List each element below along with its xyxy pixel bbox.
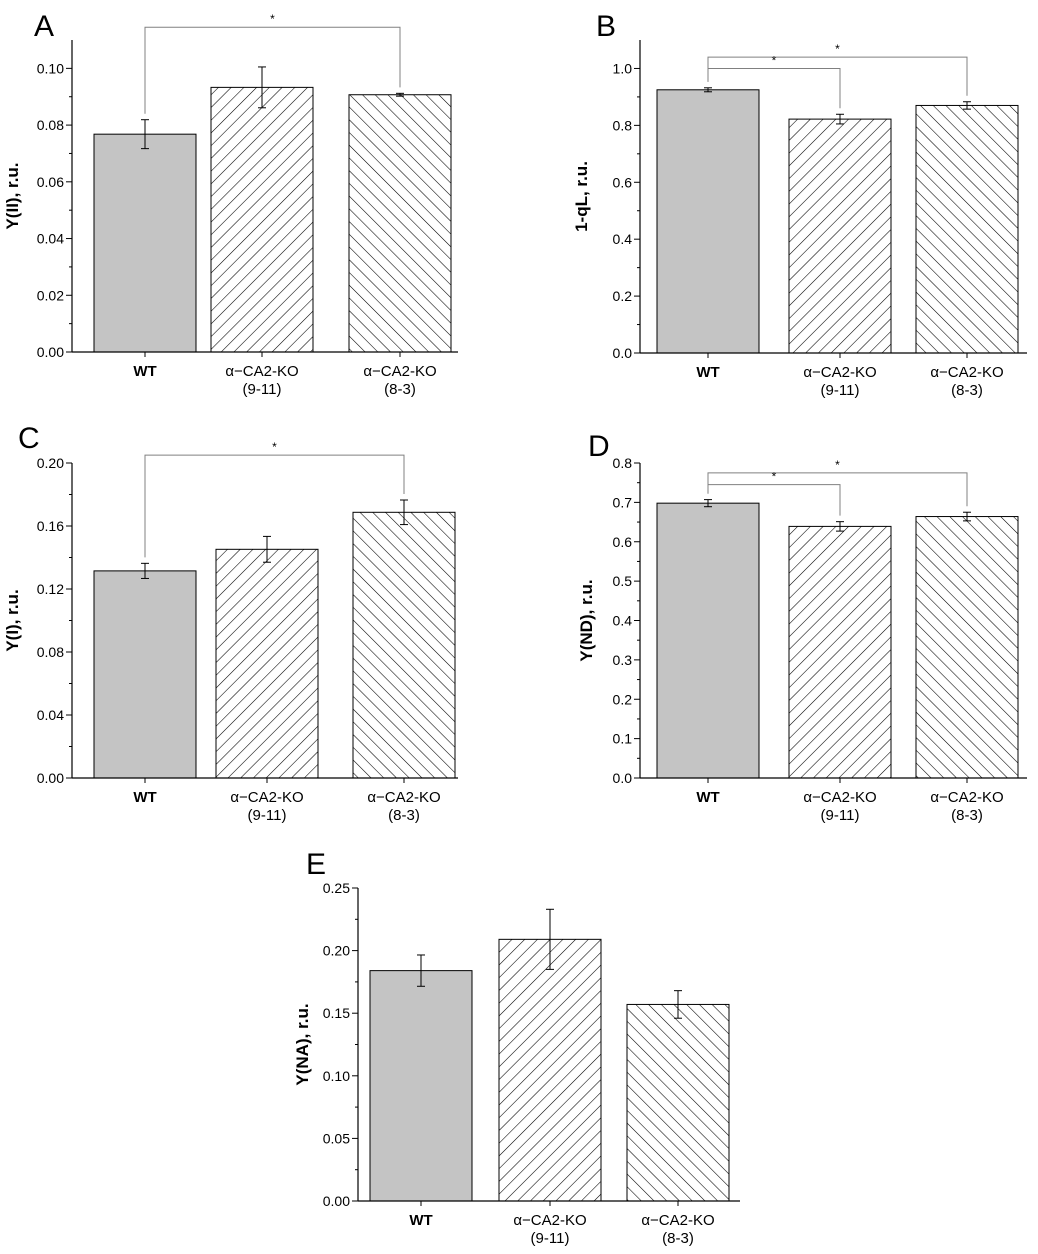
x-tick-label: (9-11) — [821, 807, 860, 824]
y-tick-label: 0.6 — [613, 534, 633, 550]
bar — [915, 516, 1019, 779]
y-axis-label: Y(II), r.u. — [3, 162, 22, 229]
y-tick-label: 0.12 — [37, 581, 64, 597]
x-tick-label: (8-3) — [662, 1230, 694, 1247]
x-tick-label: α−CA2-KO — [803, 364, 876, 381]
y-tick-label: 1.0 — [613, 60, 633, 76]
y-tick-label: 0.20 — [323, 943, 350, 959]
y-tick-label: 0.0 — [613, 770, 633, 786]
y-tick-label: 0.20 — [37, 455, 64, 471]
significance-star: * — [835, 458, 840, 472]
x-tick-label: (9-11) — [531, 1230, 570, 1247]
chart-panel-c: C Y(I), r.u. 0.00 0.04 0.08 0.12 0.16 0.20 WT α−C… — [3, 422, 458, 824]
y-tick-label: 0.08 — [37, 117, 64, 133]
y-tick-label: 0.8 — [613, 455, 633, 471]
y-axis-label: Y(I), r.u. — [3, 589, 22, 651]
y-tick-label: 0.16 — [37, 518, 64, 534]
x-tick-label: (9-11) — [243, 381, 282, 398]
x-tick-label: WT — [696, 789, 719, 806]
chart-panel-b: B1-qL, r.u.0.00.20.40.60.81.0WT α−CA2-KO(… — [572, 10, 1027, 399]
x-tick-label: α−CA2-KO — [230, 789, 303, 806]
x-tick-label: α−CA2-KO — [363, 363, 436, 380]
y-tick-label: 0.6 — [613, 174, 633, 190]
bar — [93, 570, 197, 779]
y-tick-label: 0.1 — [613, 731, 633, 747]
panel-label: D — [588, 430, 610, 463]
bar — [626, 1003, 730, 1202]
bar — [93, 133, 197, 353]
chart-panel-d: D Y(ND), r.u. 0.0 0.1 0.2 0.3 0.4 0.5 0.6 0.7 0.8 W… — [577, 430, 1027, 824]
chart-panel-a: A Y(II), r.u. 0.00 0.02 0.04 0.06 0.08 0.10 WT α−… — [3, 10, 458, 398]
panel-label: C — [18, 422, 40, 455]
x-tick-label: (8-3) — [388, 807, 420, 824]
x-tick-label: α−CA2-KO — [225, 363, 298, 380]
panel-label: B — [596, 10, 616, 43]
bar — [788, 525, 892, 779]
bar — [215, 548, 319, 779]
y-tick-label: 0.05 — [323, 1130, 350, 1146]
x-tick-label: α−CA2-KO — [803, 789, 876, 806]
bar — [788, 118, 892, 354]
bar — [369, 970, 473, 1202]
x-tick-label: WT — [409, 1212, 432, 1229]
y-tick-label: 0.04 — [37, 707, 64, 723]
x-tick-label: α−CA2-KO — [930, 789, 1003, 806]
x-tick-label: (9-11) — [248, 807, 287, 824]
bar — [915, 104, 1019, 354]
significance-star: * — [772, 470, 777, 484]
y-tick-label: 0.00 — [37, 344, 64, 360]
x-tick-label: (8-3) — [951, 807, 983, 824]
y-tick-label: 0.10 — [323, 1068, 350, 1084]
significance-star: * — [272, 440, 277, 454]
x-tick-label: WT — [133, 363, 156, 380]
bar — [210, 86, 314, 353]
significance-bracket — [707, 472, 968, 507]
y-tick-label: 0.2 — [613, 288, 633, 304]
panel-label: A — [34, 10, 54, 43]
panel-label: E — [306, 848, 326, 881]
y-tick-label: 0.02 — [37, 287, 64, 303]
x-tick-label: (8-3) — [384, 381, 416, 398]
y-tick-label: 0.06 — [37, 174, 64, 190]
x-tick-label: (9-11) — [821, 382, 860, 399]
y-tick-label: 0.00 — [323, 1193, 350, 1209]
chart-panel-e: E Y(NA), r.u. 0.00 0.05 0.10 0.15 0.20 0.25 WT α−… — [293, 848, 740, 1247]
x-tick-label: α−CA2-KO — [513, 1212, 586, 1229]
y-tick-label: 0.15 — [323, 1005, 350, 1021]
y-tick-label: 0.7 — [613, 494, 633, 510]
y-tick-label: 0.0 — [613, 345, 633, 361]
y-tick-label: 0.25 — [323, 880, 350, 896]
significance-star: * — [270, 12, 275, 26]
x-tick-label: WT — [133, 789, 156, 806]
y-tick-label: 0.04 — [37, 231, 64, 247]
y-tick-label: 0.8 — [613, 117, 633, 133]
y-axis-label: 1-qL, r.u. — [572, 161, 591, 232]
x-tick-label: α−CA2-KO — [930, 364, 1003, 381]
y-tick-label: 0.4 — [613, 613, 633, 629]
y-tick-label: 0.08 — [37, 644, 64, 660]
y-tick-label: 0.10 — [37, 60, 64, 76]
y-tick-label: 0.00 — [37, 770, 64, 786]
significance-bracket — [144, 454, 405, 558]
x-tick-label: (8-3) — [951, 382, 983, 399]
y-tick-label: 0.5 — [613, 573, 633, 589]
y-tick-label: 0.4 — [613, 231, 633, 247]
significance-star: * — [772, 53, 777, 67]
significance-bracket — [144, 26, 401, 114]
x-tick-label: α−CA2-KO — [367, 789, 440, 806]
y-tick-label: 0.2 — [613, 691, 633, 707]
significance-bracket — [707, 56, 968, 96]
bar — [348, 94, 452, 353]
bar — [656, 89, 760, 354]
bar — [498, 938, 602, 1202]
y-tick-label: 0.3 — [613, 652, 633, 668]
significance-star: * — [835, 42, 840, 56]
y-axis-label: Y(ND), r.u. — [577, 579, 596, 661]
y-axis-label: Y(NA), r.u. — [293, 1003, 312, 1085]
x-tick-label: α−CA2-KO — [641, 1212, 714, 1229]
bar — [656, 502, 760, 779]
bar — [352, 511, 456, 779]
x-tick-label: WT — [696, 364, 719, 381]
